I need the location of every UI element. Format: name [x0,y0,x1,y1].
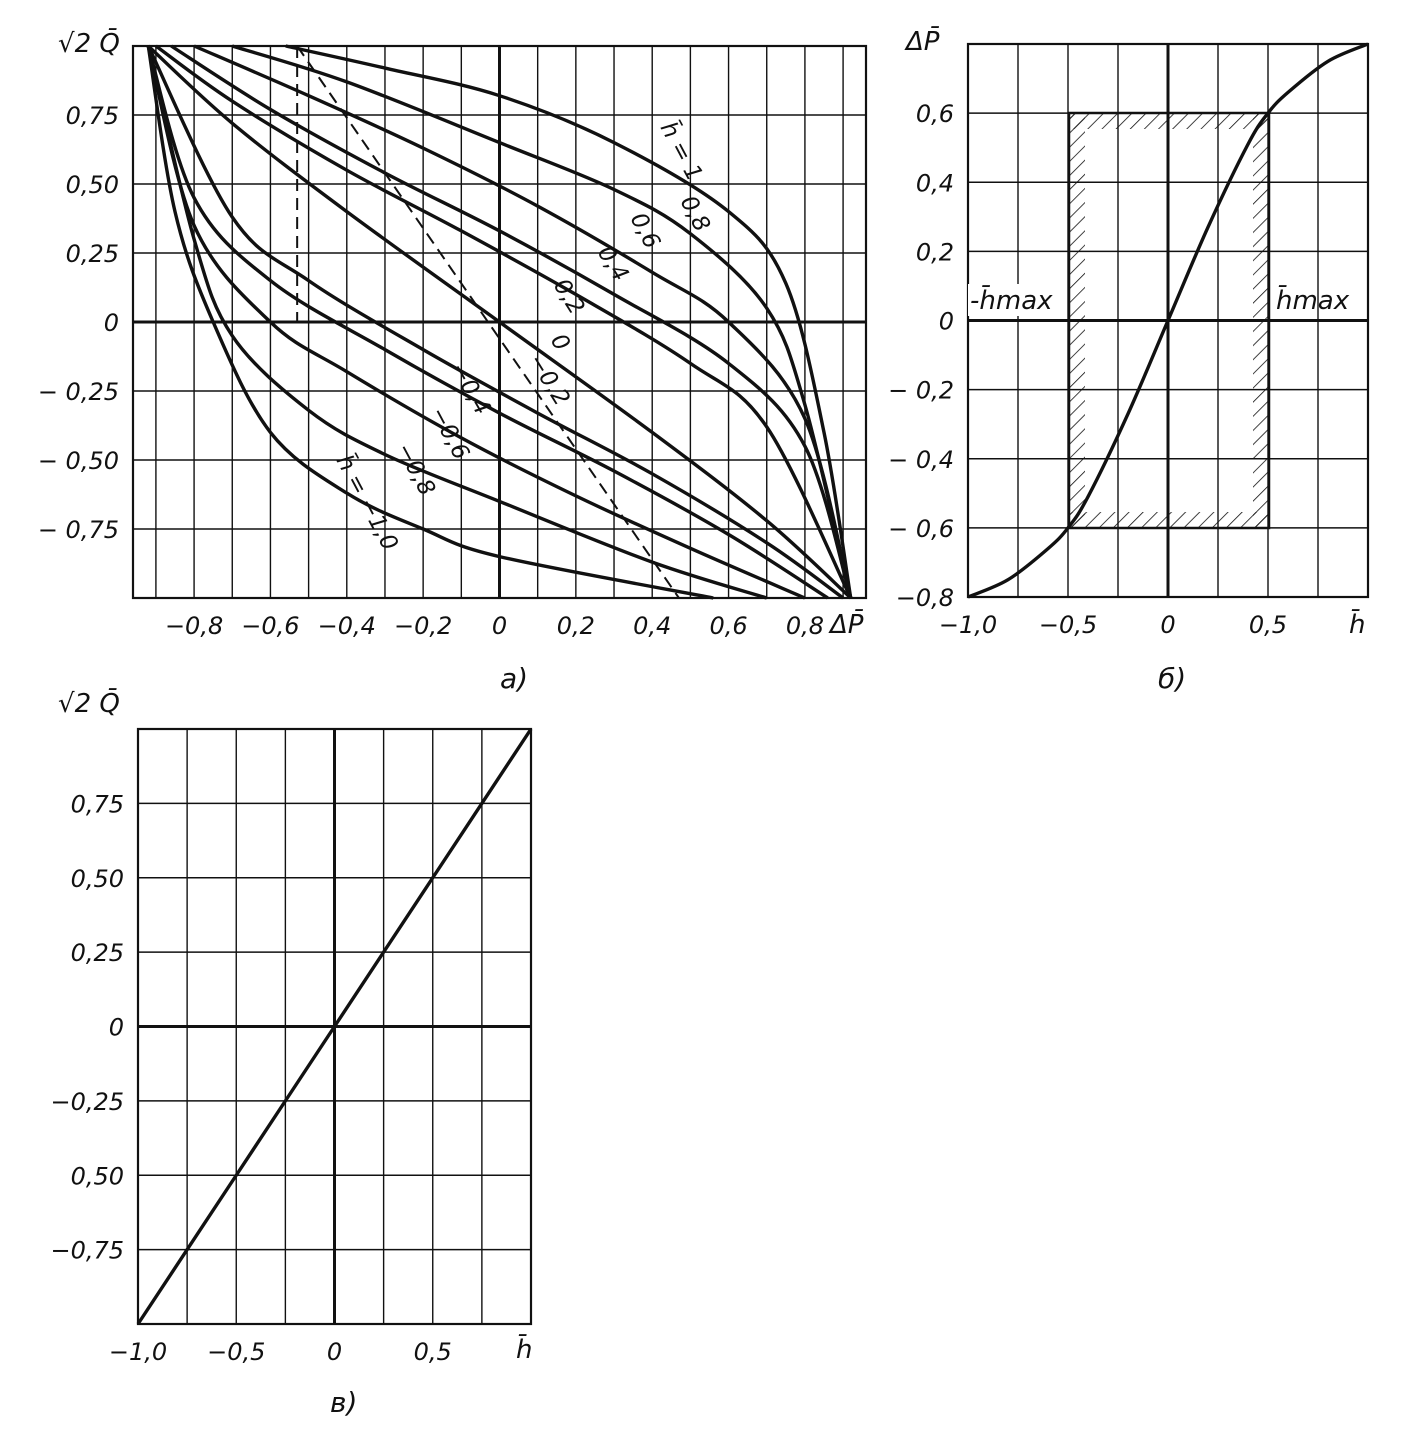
panel-a-y-tick-label: 0,50 [66,171,119,199]
panel-a-x-tick-label: 0,2 [557,612,595,640]
panel-b-x-tick-label: 0 [1160,611,1175,639]
panel-a-curve-label-11: h̄ = −1,0 [331,450,405,555]
panel-b-tick-labels: −1,0 −0,5 0 0,5 0,6 0,4 0,2 0 − 0,2 − 0,4 − 0,6 −0,… [888,100,1287,639]
panel-b-hatched-region-right [1253,113,1269,528]
panel-v-xlabel: h̄ [516,1333,532,1365]
panel-a-caption: а) [500,662,528,695]
panel-a-x-tick-label: −0,8 [165,612,223,640]
panel-a-series-line-7 [146,45,829,600]
panel-b-y-tick-label: − 0,4 [888,446,954,474]
panel-b-series-line-0 [967,42,1369,599]
panel-a-series-line-8 [146,45,806,600]
panel-a-series-line-9 [146,45,768,600]
panel-a-curve-label-3: 0,6 [625,209,665,254]
panel-b-ylabel: ΔP̄ [904,25,940,57]
panel-a-xlabel: ΔP̄ [828,608,864,640]
panel-a-tick-labels: −0,8 −0,6 −0,4 −0,2 0 0,2 0,4 0,6 0,80,750,500,2… [38,102,824,640]
panel-b-y-tick-label: 0 [939,308,954,336]
panel-a-curve-label-10: −0,8 [391,439,440,501]
panel-a-series-line-3 [170,44,853,599]
panel-b-y-tick-label: − 0,2 [888,377,954,405]
panel-a-y-tick-label: 0,75 [66,102,119,130]
panel-a-series-line-10 [146,45,714,600]
panel-a-series-line-0 [285,44,853,599]
panel-v-y-tick-label: 0,25 [71,939,124,967]
panel-a-curve-label-7: −0,2 [523,349,575,410]
panel-v-ylabel: √2 Q̄ [58,687,120,719]
panel-a-curve-label-4: 0,4 [592,241,633,286]
panel-a-curve-label-6: 0 [545,329,575,355]
panel-v-series [136,728,533,1325]
panel-a-x-tick-label: 0,8 [786,612,824,640]
panel-v-y-tick-label: 0,50 [71,1162,124,1190]
panel-a-series-line-5 [147,44,852,600]
panel-a-x-tick-label: −0,6 [241,612,299,640]
panel-b-x-tick-label: −0,5 [1039,611,1097,639]
panel-a-x-tick-label: 0 [492,612,507,640]
panel-a-y-tick-label: − 0,50 [38,447,119,475]
panel-v-x-tick-label: 0 [327,1338,342,1366]
panel-v-y-tick-label: 0 [109,1014,124,1042]
panel-a-series-line-6 [146,45,845,600]
panel-a-x-tick-label: −0,4 [318,612,376,640]
panel-v-series-line-0 [136,728,533,1325]
panel-v-y-tick-label: −0,25 [50,1088,124,1116]
panel-v-y-tick-label: −0,75 [50,1237,124,1265]
panel-a-y-tick-label: 0,25 [66,240,119,268]
panel-v-tick-labels: −1,0 −0,5 0 0,5 0,75 0,50 0,25 0 −0,25 0,50 −0,75 [50,790,451,1366]
panel-b-x-tick-label: −1,0 [939,611,997,639]
panel-a-ylabel: √2 Q̄ [58,27,120,59]
panel-v-x-tick-label: −0,5 [207,1338,265,1366]
panel-b-annotation-hmax-pos: h̄max [1276,284,1350,316]
panel-b-hatched-region-bottom [1069,512,1269,528]
panel-a-series-line-2 [193,44,853,599]
panel-b-annotation-bg-left [968,284,1065,316]
panel-a-y-tick-label: − 0,75 [38,516,119,544]
panel-a-x-tick-label: 0,6 [709,612,747,640]
panel-a-series-line-1 [231,44,853,599]
panel-a-y-tick-label: − 0,25 [38,378,119,406]
panel-a-series [146,44,853,600]
panel-a-curve-label-9: −0,6 [425,403,474,465]
panel-b: −1,0 −0,5 0 0,5 0,6 0,4 0,2 0 − 0,2 − 0,4 − 0,6 −0,… [888,25,1370,695]
panel-b-y-tick-label: −0,8 [896,584,954,612]
panel-b-caption: б) [1158,662,1186,695]
panel-a: −0,8 −0,6 −0,4 −0,2 0 0,2 0,4 0,6 0,80,750,500,2… [38,27,868,695]
panel-b-y-tick-label: 0,4 [916,169,954,197]
panel-b-annotation-hmax-neg: -h̄max [970,284,1053,316]
panel-a-reference-line-1 [296,45,680,599]
panel-v-y-tick-label: 0,50 [71,865,124,893]
panel-b-y-tick-label: 0,2 [916,238,954,266]
panel-a-curve-label-1: h̄ = 1 [655,117,710,186]
panel-b-y-tick-label: 0,6 [916,100,954,128]
panel-b-hatched-region-top [1069,113,1269,129]
panel-b-x-tick-label: 0,5 [1249,611,1287,639]
panel-v-x-tick-label: 0,5 [414,1338,452,1366]
panel-v-y-tick-label: 0,75 [71,790,124,818]
panel-v-caption: в) [330,1386,357,1419]
panel-a-x-tick-label: 0,4 [633,612,671,640]
panel-v-x-tick-label: −1,0 [109,1338,167,1366]
panel-a-y-tick-label: 0 [104,309,119,337]
panel-v: −1,0 −0,5 0 0,50,750,500,250−0,250,50−0,75 … [50,687,532,1419]
panel-b-series [967,42,1369,599]
panel-b-hatched-region-left [1069,113,1085,528]
panel-a-x-tick-label: −0,2 [394,612,452,640]
panel-b-operating-bounds [1067,111,1271,530]
panel-b-y-tick-label: − 0,6 [888,515,954,543]
panel-b-xlabel: h̄ [1349,608,1365,640]
panel-a-series-line-4 [154,44,853,599]
